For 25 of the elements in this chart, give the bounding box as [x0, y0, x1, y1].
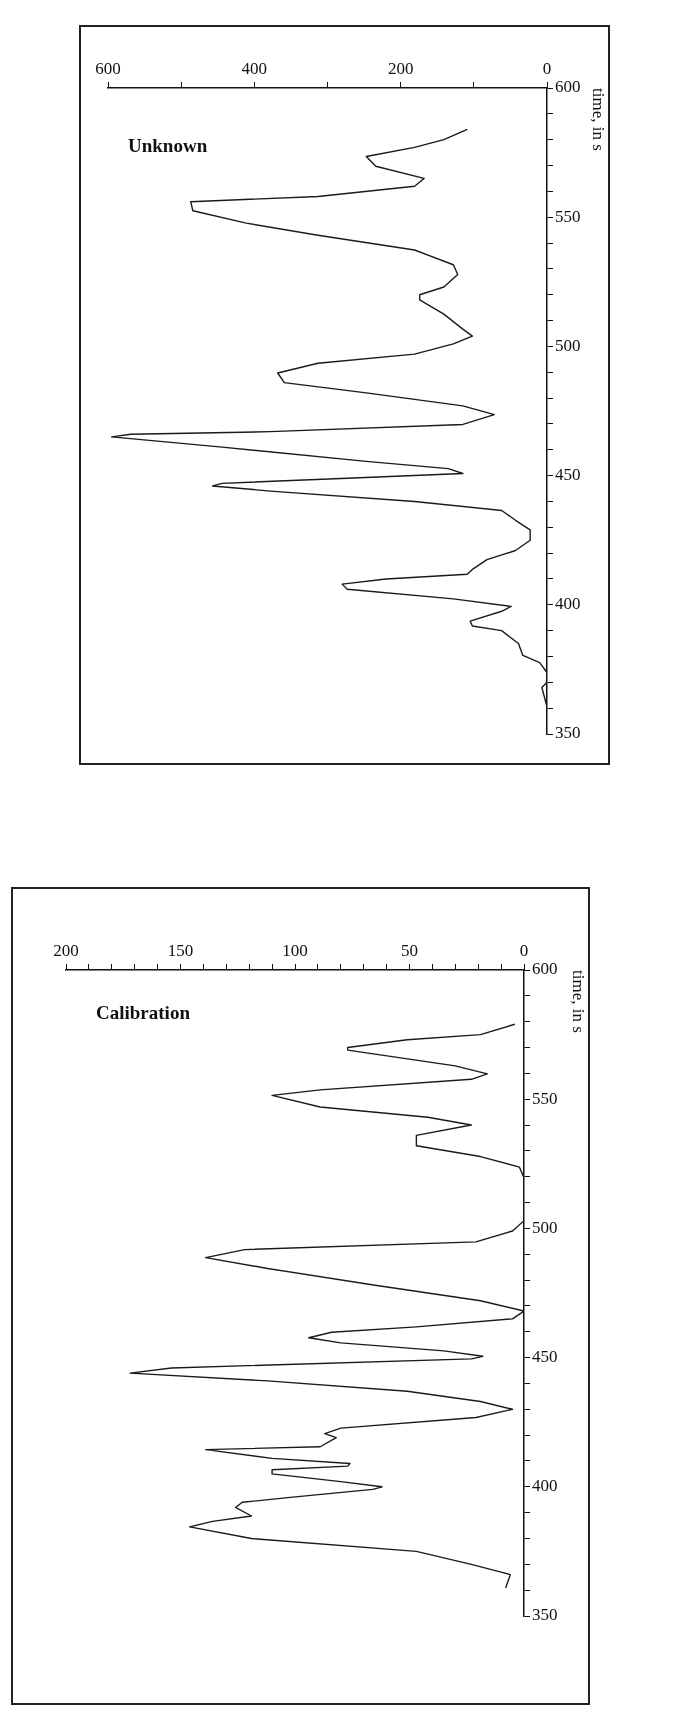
y-tick-label: 600	[555, 77, 581, 97]
y-axis-title: time, in s	[589, 88, 609, 151]
x-tick-label: 200	[53, 941, 79, 961]
x-tick-label: 0	[519, 941, 529, 961]
x-tick-label: 200	[387, 59, 414, 79]
y-tick-label: 500	[555, 335, 581, 355]
y-tick-label: 450	[555, 465, 581, 485]
y-tick-label: 350	[555, 723, 581, 743]
y-tick-label: 350	[532, 1605, 558, 1625]
x-tick-label: 0	[542, 59, 552, 79]
x-tick-label: 400	[241, 59, 268, 79]
y-tick-label: 550	[532, 1088, 558, 1108]
y-tick-label: 600	[532, 959, 558, 979]
text: Unknown	[128, 135, 208, 157]
x-tick-label: 50	[401, 941, 418, 961]
text: Calibration	[96, 1002, 191, 1024]
x-tick-label: 100	[282, 941, 308, 961]
y-tick-label: 400	[532, 1476, 558, 1496]
y-tick-label: 500	[532, 1217, 558, 1237]
y-tick-label: 400	[555, 594, 581, 614]
y-axis-title: time, in s	[569, 970, 589, 1033]
y-tick-label: 550	[555, 206, 581, 226]
x-tick-label: 600	[95, 59, 121, 79]
x-tick-label: 150	[167, 941, 194, 961]
y-tick-label: 450	[532, 1347, 558, 1367]
